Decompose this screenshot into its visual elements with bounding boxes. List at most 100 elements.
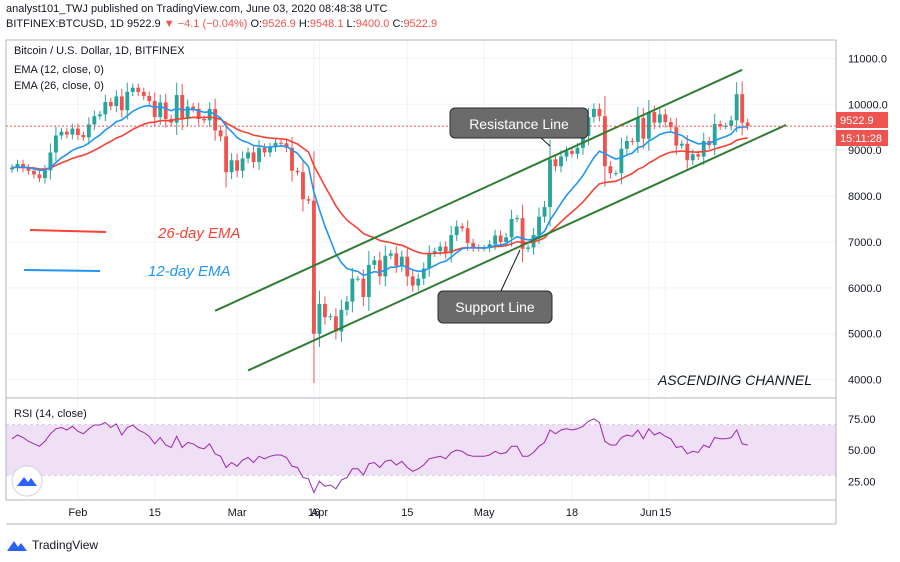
candle-body [570, 151, 574, 154]
ema26-annotation: 26-day EMA [157, 225, 241, 242]
candle-body [679, 143, 684, 146]
candle-body [333, 316, 338, 332]
candle-body [471, 242, 476, 248]
candle-body [147, 95, 152, 102]
date-tick: 15 [149, 507, 161, 519]
candle-body [273, 142, 278, 148]
price-tick: 11000.0 [848, 53, 887, 65]
ema12-legend: EMA (12, close, 0) [14, 64, 104, 76]
ema26-legend: EMA (26, close, 0) [14, 80, 104, 92]
ema26-line [11, 116, 748, 255]
candle-body [306, 199, 311, 201]
candle-body [136, 87, 141, 92]
candle-body [602, 116, 607, 167]
candle-body [21, 163, 25, 169]
footer: TradingView [6, 538, 98, 552]
candle-body [207, 108, 212, 121]
candle-body [75, 128, 80, 136]
candle-body [141, 91, 146, 96]
candle-body [504, 237, 509, 242]
low-value: 9400.0 [355, 18, 390, 30]
rsi-tick: 75.00 [848, 414, 876, 426]
candle-body [696, 154, 701, 157]
candle-body [218, 130, 223, 137]
date-tick: May [474, 507, 495, 519]
rsi-tick: 50.00 [848, 445, 876, 457]
high-value: 9548.1 [309, 18, 344, 30]
candle-body [180, 95, 185, 119]
candle-body [449, 235, 454, 254]
price-tick: 6000.0 [848, 283, 882, 295]
candle-body [290, 147, 294, 171]
candle-body [262, 147, 267, 153]
candle-body [712, 123, 717, 146]
logo-badge[interactable] [11, 465, 43, 497]
price-change: ▼ −4.1 (−0.04%) [163, 18, 248, 30]
candle-body [70, 128, 75, 135]
candle-body [158, 102, 163, 118]
candle-body [646, 112, 651, 139]
candle-body [663, 114, 668, 123]
candle-body [240, 158, 245, 171]
candle-body [317, 303, 322, 334]
candle-body [674, 127, 679, 146]
price-tag-value: 9522.9 [840, 115, 874, 127]
candle-body [723, 125, 728, 127]
candle-body [152, 101, 157, 118]
candle-body [701, 140, 706, 157]
open-value: 9526.9 [262, 18, 296, 30]
candle-body [652, 112, 657, 123]
candle-body [185, 106, 190, 119]
candle-body [608, 166, 613, 174]
candle-body [48, 152, 53, 171]
candle-body [668, 122, 673, 128]
countdown-tag: 15:11:28 [836, 130, 888, 146]
footer-brand[interactable]: TradingView [32, 538, 99, 552]
candle-body [729, 120, 734, 126]
candle-body [734, 94, 739, 121]
candle-body [542, 207, 547, 217]
candle-body [10, 167, 14, 170]
candle-body [15, 163, 20, 168]
ema12-annotation: 12-day EMA [148, 263, 231, 280]
candle-body [690, 154, 695, 161]
candle-body [108, 101, 113, 107]
candle-body [465, 228, 470, 243]
candle-body [592, 108, 596, 118]
rsi-tick: 25.00 [848, 476, 876, 488]
candle-body [564, 151, 569, 157]
candle-body [613, 173, 618, 175]
publisher-name[interactable]: analyst101_TWJ [6, 3, 88, 15]
candle-body [235, 160, 240, 171]
candle-body [427, 253, 432, 269]
price-tick: 9000.0 [848, 145, 882, 157]
price-tick: 5000.0 [848, 329, 882, 341]
rsi-line [11, 418, 748, 494]
candle-body [526, 247, 530, 249]
candle-body [454, 226, 459, 236]
price-tick: 7000.0 [848, 237, 882, 249]
candle-body [548, 159, 552, 208]
symbol-name: BITFINEX:BTCUSD, 1D [6, 18, 124, 30]
candle-body [498, 235, 503, 242]
candle-body [114, 96, 119, 107]
publish-info: analyst101_TWJ published on TradingView.… [6, 3, 387, 15]
candle-body [553, 159, 558, 167]
resistance-line [214, 68, 743, 312]
candle-body [372, 260, 377, 265]
open-label: O: [250, 18, 263, 30]
candle-body [130, 87, 135, 92]
low-label: L: [346, 18, 356, 30]
candle-body [224, 136, 229, 173]
candle-body [279, 142, 283, 144]
candle-body [460, 226, 465, 229]
candle-body [251, 152, 256, 163]
ema26-sample-line [29, 229, 107, 233]
candle-body [43, 170, 47, 179]
candle-body [366, 264, 371, 298]
candle-body [432, 251, 437, 254]
candle-body [350, 278, 355, 302]
candle-body [97, 114, 102, 117]
last-price: 9522.9 [127, 18, 161, 30]
